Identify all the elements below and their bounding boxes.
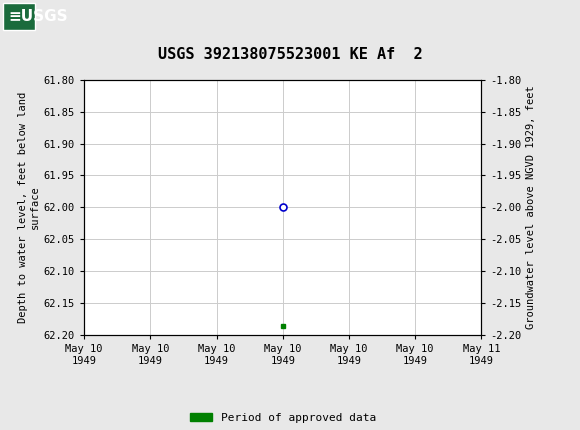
Text: ≡USGS: ≡USGS bbox=[9, 9, 68, 24]
Y-axis label: Depth to water level, feet below land
surface: Depth to water level, feet below land su… bbox=[18, 92, 39, 323]
Text: USGS 392138075523001 KE Af  2: USGS 392138075523001 KE Af 2 bbox=[158, 47, 422, 62]
FancyBboxPatch shape bbox=[3, 3, 35, 30]
Legend: Period of approved data: Period of approved data bbox=[185, 408, 380, 427]
Y-axis label: Groundwater level above NGVD 1929, feet: Groundwater level above NGVD 1929, feet bbox=[526, 86, 536, 329]
